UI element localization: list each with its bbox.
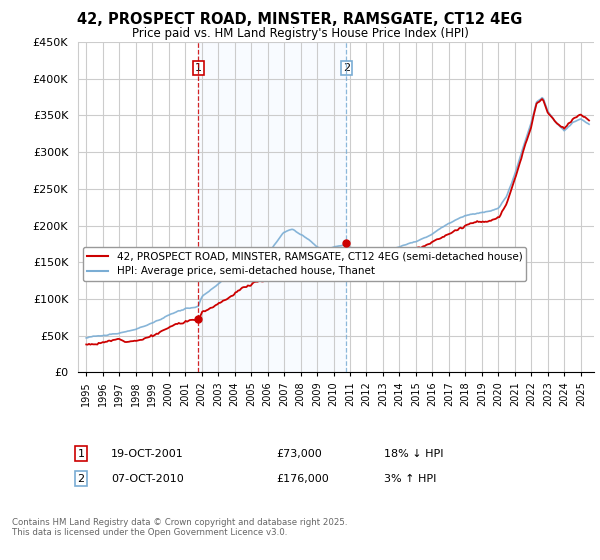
Text: 2: 2 [77, 474, 85, 484]
Text: 2: 2 [343, 63, 350, 73]
Legend: 42, PROSPECT ROAD, MINSTER, RAMSGATE, CT12 4EG (semi-detached house), HPI: Avera: 42, PROSPECT ROAD, MINSTER, RAMSGATE, CT… [83, 247, 526, 281]
Text: 3% ↑ HPI: 3% ↑ HPI [384, 474, 436, 484]
Text: £73,000: £73,000 [276, 449, 322, 459]
Text: 42, PROSPECT ROAD, MINSTER, RAMSGATE, CT12 4EG: 42, PROSPECT ROAD, MINSTER, RAMSGATE, CT… [77, 12, 523, 27]
Bar [198, 42, 346, 372]
Text: 19-OCT-2001: 19-OCT-2001 [111, 449, 184, 459]
Text: 1: 1 [194, 63, 202, 73]
Text: Price paid vs. HM Land Registry's House Price Index (HPI): Price paid vs. HM Land Registry's House … [131, 27, 469, 40]
Text: Contains HM Land Registry data © Crown copyright and database right 2025.
This d: Contains HM Land Registry data © Crown c… [12, 518, 347, 538]
Text: £176,000: £176,000 [276, 474, 329, 484]
Text: 1: 1 [77, 449, 85, 459]
Text: 18% ↓ HPI: 18% ↓ HPI [384, 449, 443, 459]
Text: 07-OCT-2010: 07-OCT-2010 [111, 474, 184, 484]
